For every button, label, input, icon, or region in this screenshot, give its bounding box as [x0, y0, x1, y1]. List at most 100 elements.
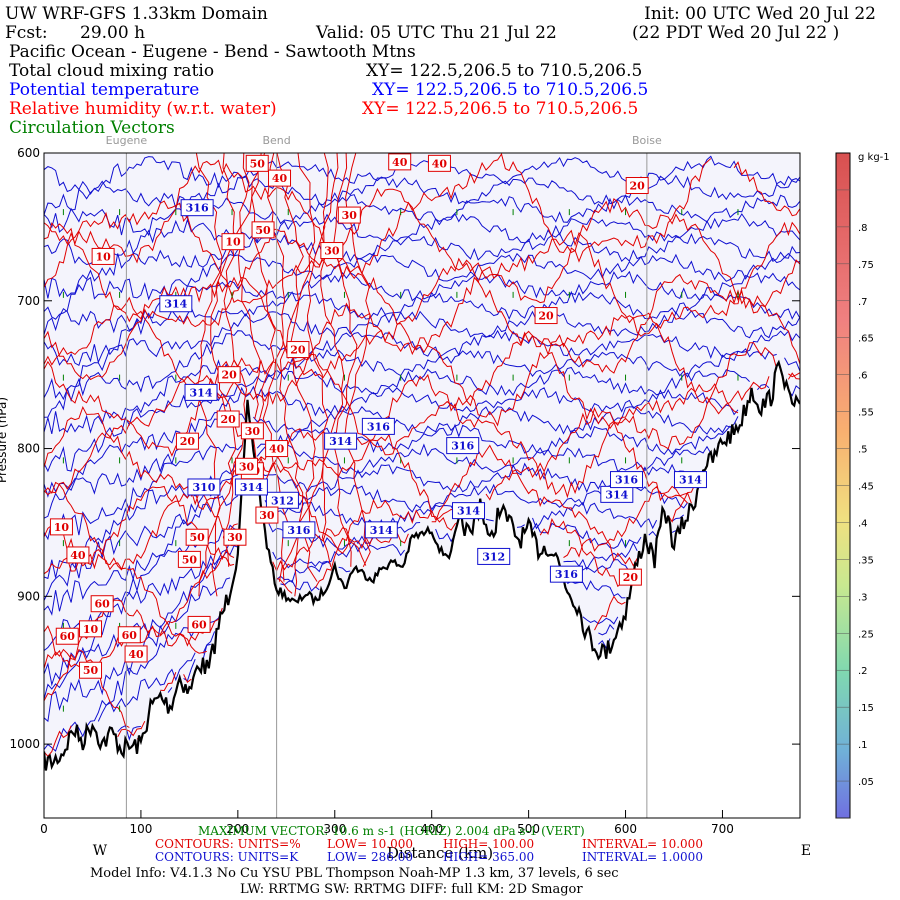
terrain-surface-line [44, 359, 800, 771]
rh-contour-line [44, 485, 688, 594]
rh-label-box [66, 546, 90, 564]
rh-label: 30 [245, 425, 261, 438]
contour-labels: 3163143143163143123143143103163163143123… [49, 153, 707, 679]
rh-label-box [124, 645, 148, 663]
rh-label-box [625, 177, 649, 195]
rh-label-box [217, 366, 241, 384]
theta-label-box [364, 521, 398, 539]
rh-label: 10 [54, 521, 70, 534]
rh-label-box [388, 153, 412, 171]
valid-local-time: (22 PDT Wed 20 Jul 22 ) [632, 23, 839, 43]
rh-label-box [187, 615, 211, 633]
rh-label: 40 [70, 549, 86, 562]
colorbar-tick-label: .45 [858, 482, 874, 493]
rh-contour-line [44, 257, 800, 381]
rh-label-box [534, 307, 558, 325]
colorbar-tick-label: .65 [858, 334, 874, 345]
rh-label: 20 [221, 369, 237, 382]
rh-label: 30 [239, 460, 255, 473]
field-theta-xy: XY= 122.5,206.5 to 710.5,206.5 [372, 80, 648, 100]
theta-contour-line [117, 623, 615, 741]
rh-label-box [79, 620, 103, 638]
theta-label: 316 [451, 440, 474, 453]
theta-label-box [361, 417, 395, 435]
city-label-bend: Bend [262, 134, 290, 147]
colorbar-tick-label: .05 [858, 777, 874, 788]
rh-label-box [337, 206, 361, 224]
rh-label: 30 [227, 531, 243, 544]
theta-contour-line [44, 213, 800, 266]
rh-label: 50 [83, 664, 99, 677]
rh-label-box [245, 154, 269, 172]
city-labels: Eugene Bend Boise [106, 134, 662, 147]
theta-contour-line [44, 252, 800, 320]
colorbar-units: g kg-1 [858, 152, 890, 163]
colorbar-tick-label: .25 [858, 629, 874, 640]
rh-contour-line [222, 153, 250, 567]
theta-label-box [184, 383, 218, 401]
rh-label: 60 [94, 598, 110, 611]
colorbar-tick-label: .5 [858, 445, 868, 456]
theta-label-box [282, 521, 316, 539]
rh-label-box [265, 440, 289, 458]
rh-label: 50 [255, 224, 271, 237]
rh-label: 60 [122, 629, 138, 642]
region-title: Pacific Ocean - Eugene - Bend - Sawtooth… [9, 42, 416, 62]
theta-label: 316 [555, 568, 578, 581]
physics-info: LW: RRTMG SW: RRTMG DIFF: full KM: 2D Sm… [240, 882, 583, 897]
rh-label: 60 [60, 630, 76, 643]
field-theta-name: Potential temperature [9, 80, 199, 100]
rh-label: 40 [128, 648, 144, 661]
rh-contour-line [320, 153, 345, 567]
theta-contour-line [44, 501, 685, 651]
rh-label: 40 [392, 156, 408, 169]
rh-label: 10 [225, 236, 241, 249]
theta-label-box [265, 491, 299, 509]
rh-label-box [177, 550, 201, 568]
rh-contour-line [276, 153, 304, 582]
field-rh-xy: XY= 122.5,206.5 to 710.5,206.5 [362, 99, 638, 119]
colorbar-ticks: .05 .1 .15 .2 .25 .3 .35 .4 .45 .5 .55 .6 .65 .7 .75 .8 [836, 189, 874, 819]
rh-label-box [235, 457, 259, 475]
theta-contour-low: LOW= 286.00 [327, 850, 413, 864]
rh-contour-line [44, 725, 141, 757]
cloud-free-air-shading [44, 153, 800, 771]
rh-label-box [286, 341, 310, 359]
rh-label: 20 [180, 435, 196, 448]
y-tick-label: 800 [17, 442, 40, 456]
rh-label: 20 [290, 344, 306, 357]
theta-contour-line [44, 174, 800, 216]
rh-label: 30 [324, 245, 340, 258]
y-tick-label: 900 [17, 589, 40, 603]
rh-contour-line [251, 153, 276, 464]
forecast-label: Fcst: [5, 23, 48, 43]
rh-contour-line [140, 672, 192, 730]
theta-label-box [673, 471, 707, 489]
rh-label-box [185, 528, 209, 546]
rh-label-box [91, 247, 115, 265]
theta-contour-line [44, 329, 800, 418]
field-rh-name: Relative humidity (w.r.t. water) [9, 99, 277, 119]
colorbar-tick-label: .6 [858, 371, 868, 382]
colorbar-tick-label: .15 [858, 703, 874, 714]
theta-contour-line [44, 580, 626, 752]
model-info: Model Info: V4.1.3 No Cu YSU PBL Thompso… [90, 866, 619, 881]
x-tick-label: 600 [614, 822, 637, 836]
theta-contour-line [44, 405, 739, 519]
rh-contour-line [44, 153, 800, 275]
theta-label-box [446, 437, 480, 455]
theta-contour-line [44, 522, 677, 687]
rh-label-box [240, 422, 264, 440]
rh-label: 60 [191, 618, 207, 631]
x-tick-label: 0 [40, 822, 48, 836]
city-marker-lines [125, 153, 648, 818]
rh-label: 10 [95, 250, 111, 263]
theta-label-box [452, 502, 486, 520]
x-tick-label: 200 [226, 822, 249, 836]
x-tick-label: 400 [420, 822, 443, 836]
x-tick-label: 500 [517, 822, 540, 836]
city-label-eugene: Eugene [106, 134, 148, 147]
theta-label: 314 [240, 481, 263, 494]
theta-contour-line [97, 616, 619, 722]
